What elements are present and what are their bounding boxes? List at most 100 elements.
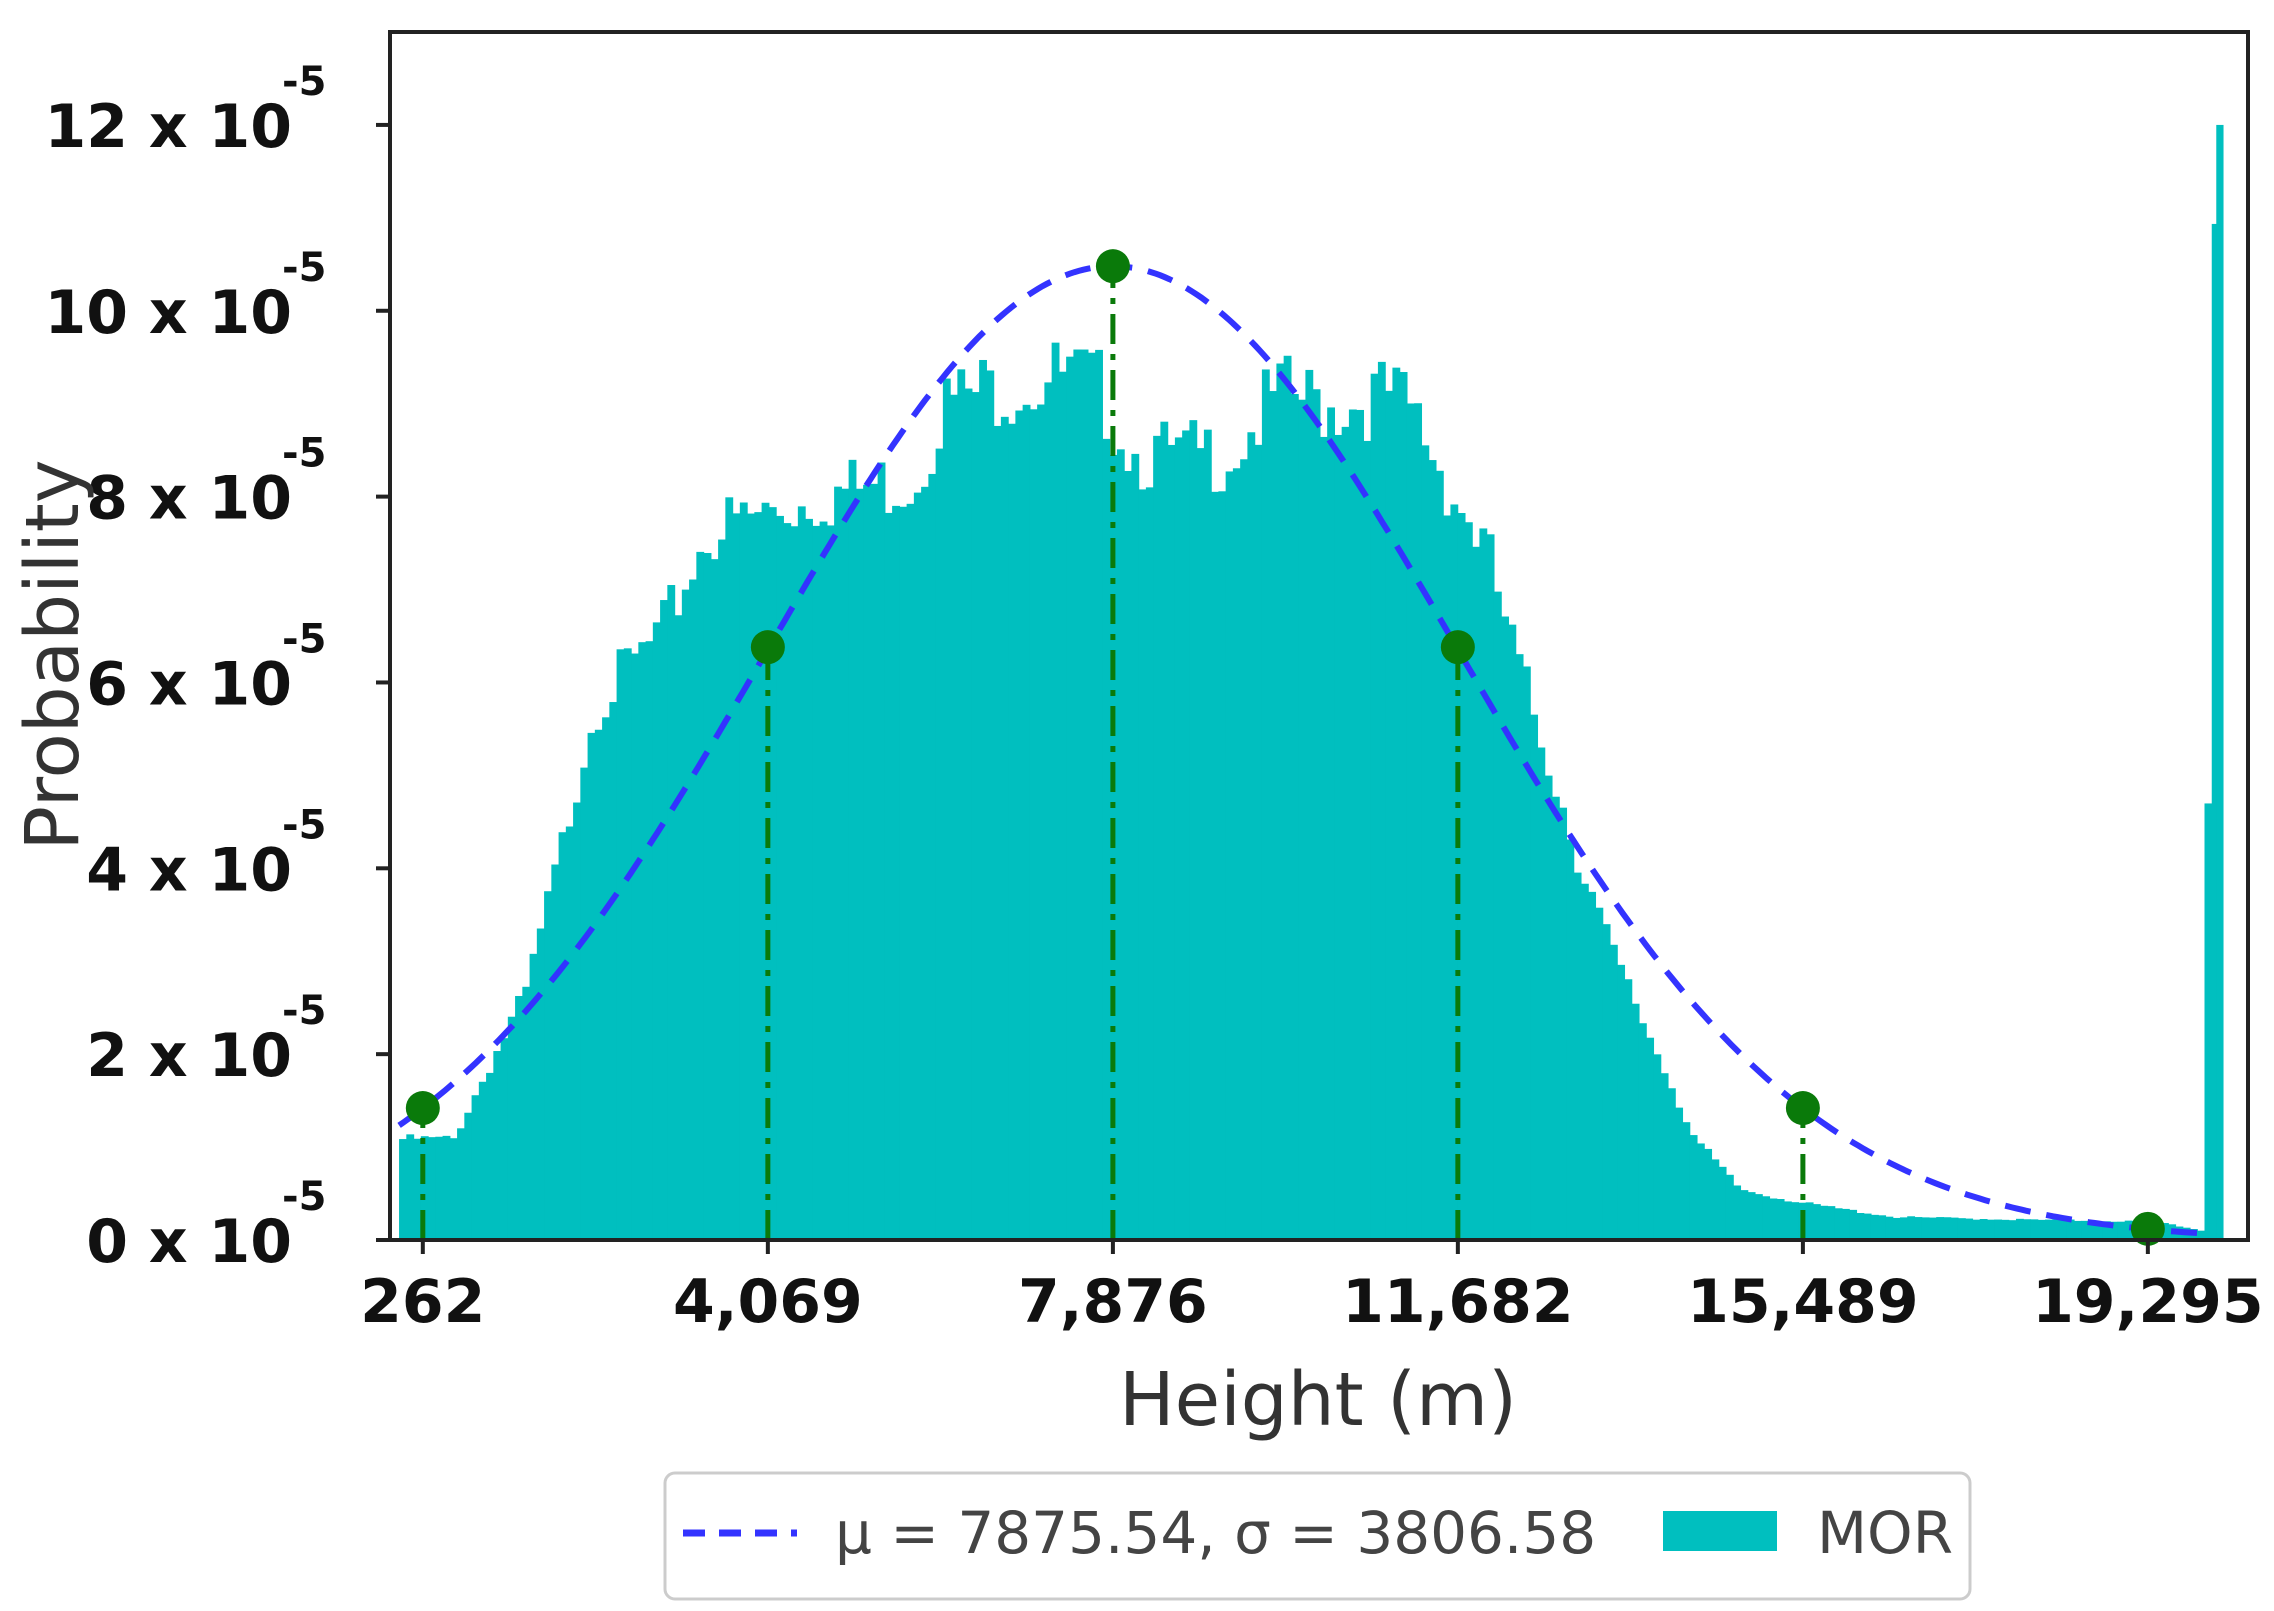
histogram-bar <box>805 518 813 1240</box>
histogram-bar <box>1986 1219 1995 1240</box>
y-tick-label: 8 x 10 <box>86 464 292 534</box>
histogram-bar <box>979 359 987 1240</box>
histogram-bar <box>1312 389 1321 1241</box>
histogram-bar <box>928 473 937 1240</box>
histogram-bar <box>507 1016 516 1240</box>
histogram-bar <box>1856 1213 1865 1240</box>
y-tick-label: 12 x 10 <box>45 92 292 162</box>
histogram-bar <box>1095 349 1103 1240</box>
normal-curve-layer <box>397 263 2212 1237</box>
histogram-bar <box>667 585 676 1240</box>
histogram-bar <box>1102 438 1111 1240</box>
histogram-bar <box>971 392 980 1240</box>
histogram-bar <box>1501 616 1510 1240</box>
x-tick-label: 4,069 <box>673 1267 863 1337</box>
histogram-bar <box>2102 1221 2111 1240</box>
histogram-bar <box>1660 1073 1669 1240</box>
histogram-bar <box>1921 1217 1930 1240</box>
histogram-bar <box>1841 1208 1850 1240</box>
histogram-bar <box>776 515 784 1240</box>
histogram-bar <box>754 512 763 1240</box>
histogram-bar <box>1479 528 1488 1240</box>
histogram-bar <box>1414 403 1423 1240</box>
histogram-bar <box>906 503 915 1240</box>
histogram-bar <box>768 507 777 1240</box>
histogram-bar <box>1058 371 1067 1240</box>
histogram-bar <box>935 448 944 1240</box>
histogram-bar <box>1493 591 1502 1240</box>
legend-curve-label: μ = 7875.54, σ = 3806.58 <box>835 1499 1596 1567</box>
y-tick-label: 4 x 10 <box>86 835 292 905</box>
histogram-bar <box>1522 666 1531 1240</box>
histogram-bar <box>1298 399 1307 1240</box>
histogram-bar <box>1370 373 1379 1240</box>
y-tick-exponent: -5 <box>282 1174 326 1220</box>
histogram-bar <box>783 523 792 1240</box>
histogram-bar <box>1472 546 1481 1240</box>
histogram-bar <box>2197 1230 2206 1240</box>
histogram-bar <box>2059 1219 2068 1240</box>
histogram-bar <box>1225 471 1234 1240</box>
histogram-bar <box>761 502 770 1240</box>
legend-mor-label: MOR <box>1817 1499 1953 1567</box>
histogram-bar <box>1377 361 1386 1240</box>
histogram-bar <box>529 953 538 1240</box>
histogram-bar <box>884 512 893 1240</box>
histogram-bar <box>1022 404 1031 1240</box>
histogram-bar <box>1240 459 1248 1241</box>
y-tick-exponent: -5 <box>282 431 326 477</box>
histogram-bar <box>1624 979 1633 1240</box>
histogram-bar <box>1631 1003 1640 1240</box>
histogram-bar <box>406 1134 415 1240</box>
histogram-bar <box>1486 534 1495 1240</box>
histogram-bar <box>1762 1196 1771 1240</box>
histogram-bar <box>964 388 973 1240</box>
histogram-bar <box>1218 491 1227 1241</box>
histogram-bar <box>1805 1202 1814 1240</box>
histogram-bar <box>1443 515 1452 1240</box>
histogram-bar <box>652 622 661 1240</box>
histogram-bar <box>826 525 835 1240</box>
histogram-bar <box>1385 390 1394 1241</box>
histogram-bar <box>2044 1219 2053 1240</box>
histogram-bar <box>863 484 871 1240</box>
histogram-bar <box>1544 775 1553 1240</box>
histogram-bar <box>718 539 726 1240</box>
histogram-bar <box>1116 449 1125 1240</box>
histogram-bar <box>942 378 951 1240</box>
histogram-bar <box>1356 409 1365 1240</box>
marker-layer <box>405 249 2165 1246</box>
histogram-bar <box>2015 1218 2024 1240</box>
histogram-bar <box>1080 349 1089 1240</box>
histogram-bar <box>428 1137 436 1240</box>
y-axis-title: Probability <box>10 459 96 850</box>
histogram-bar <box>1044 382 1053 1240</box>
histogram-bar <box>1051 342 1060 1240</box>
histogram-bar <box>1319 436 1328 1240</box>
histogram-bar <box>1015 410 1024 1240</box>
histogram-bar <box>2023 1219 2032 1240</box>
histogram-bar <box>1863 1213 1872 1240</box>
histogram-bar <box>1994 1219 2003 1240</box>
normal-curve-line <box>397 263 2212 1237</box>
histogram-bar <box>609 702 618 1240</box>
histogram-bar <box>2030 1219 2039 1240</box>
histogram-bar <box>1747 1192 1756 1240</box>
histogram-bar <box>1269 391 1278 1241</box>
histogram-bar <box>413 1138 422 1240</box>
histogram-bar <box>1232 468 1241 1241</box>
histogram-bar <box>602 717 610 1240</box>
y-tick-exponent: -5 <box>282 616 326 662</box>
histogram-bar <box>1667 1088 1676 1240</box>
x-tick-label: 11,682 <box>1342 1267 1574 1337</box>
histogram-bar <box>834 486 842 1241</box>
histogram-bar <box>2095 1221 2104 1240</box>
histogram-bar <box>1979 1219 1988 1240</box>
histogram-bar <box>2088 1221 2097 1240</box>
legend: μ = 7875.54, σ = 3806.58 MOR <box>663 1471 1972 1601</box>
histogram-bar <box>1515 654 1524 1240</box>
histogram-bar <box>1341 426 1350 1241</box>
y-tick-exponent: -5 <box>282 245 326 291</box>
histogram-bar <box>1435 470 1444 1240</box>
